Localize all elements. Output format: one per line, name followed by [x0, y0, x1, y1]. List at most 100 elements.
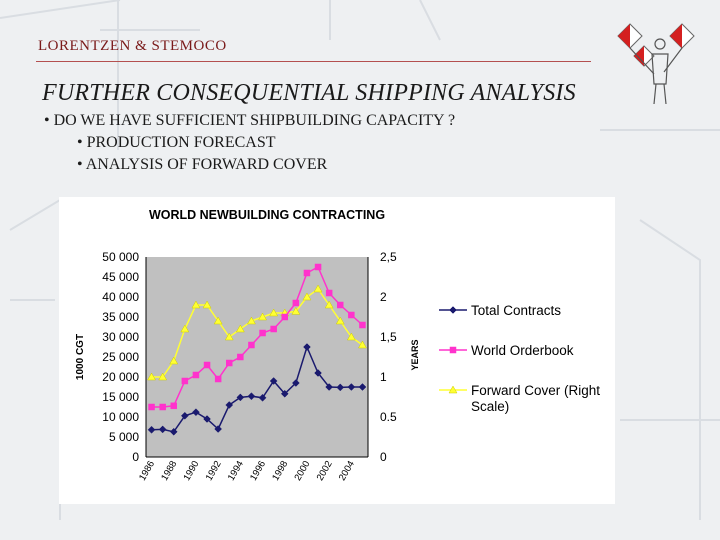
data-point	[248, 341, 255, 349]
data-point	[213, 316, 223, 325]
data-point	[159, 403, 166, 411]
newbuilding-chart: WORLD NEWBUILDING CONTRACTING 1000 CGT Y…	[59, 197, 615, 504]
data-point	[202, 300, 212, 309]
data-point	[180, 324, 190, 333]
data-point	[358, 383, 367, 391]
data-point	[347, 383, 356, 391]
plot-area	[146, 257, 368, 457]
y-tick-label: 25 000	[102, 350, 139, 364]
y-tick-label: 45 000	[102, 270, 139, 284]
bullet-item: • PRODUCTION FORECAST	[77, 134, 276, 151]
data-point	[214, 425, 223, 433]
data-point	[247, 392, 256, 401]
y-tick-label: 10 000	[102, 410, 139, 424]
data-point	[225, 401, 234, 409]
data-point	[237, 353, 244, 361]
y-tick-label: 40 000	[102, 290, 139, 304]
data-point	[180, 411, 189, 420]
y2-tick-label: 0	[380, 450, 387, 464]
data-point	[236, 393, 245, 402]
company-name: LORENTZEN & STEMOCO	[38, 38, 227, 54]
bullet-item: • DO WE HAVE SUFFICIENT SHIPBUILDING CAP…	[44, 112, 456, 129]
y-tick-label: 0	[132, 450, 139, 464]
data-point	[348, 311, 355, 319]
data-point	[324, 300, 334, 309]
data-point	[191, 300, 201, 309]
data-point	[258, 312, 267, 321]
data-point	[325, 289, 333, 297]
series-diamond	[147, 343, 367, 436]
signal-flag-logo-icon	[617, 23, 695, 105]
data-point	[358, 340, 367, 349]
data-point	[303, 269, 311, 277]
data-point	[449, 306, 457, 314]
legend-label: Total Contracts	[471, 303, 561, 318]
data-point	[291, 306, 301, 315]
data-point	[203, 415, 211, 423]
data-point	[302, 292, 312, 301]
data-point	[269, 377, 278, 385]
y-tick-label: 15 000	[102, 390, 139, 404]
series-line	[151, 287, 363, 378]
data-point	[169, 427, 178, 436]
data-point	[170, 402, 177, 410]
series-triangle	[147, 284, 367, 381]
y-tick-label: 20 000	[102, 370, 139, 384]
data-point	[292, 299, 300, 307]
y2-tick-label: 1	[380, 370, 387, 384]
data-point	[192, 408, 200, 417]
y-tick-label: 50 000	[102, 250, 139, 264]
data-point	[147, 425, 156, 434]
data-point	[235, 324, 245, 333]
data-point	[147, 372, 156, 381]
data-point	[280, 389, 289, 398]
data-point	[259, 329, 266, 337]
data-point	[314, 369, 322, 377]
data-point	[325, 383, 334, 391]
legend-label: World Orderbook	[471, 343, 574, 358]
data-point	[269, 308, 279, 317]
data-point	[335, 316, 345, 325]
data-point	[336, 383, 345, 392]
data-point	[158, 372, 168, 381]
data-point	[224, 332, 234, 341]
chart-title: WORLD NEWBUILDING CONTRACTING	[149, 208, 385, 222]
header-rule	[36, 61, 591, 62]
data-point	[313, 284, 323, 293]
y-axis-label: 1000 CGT	[75, 334, 86, 380]
legend-entry: World Orderbook	[439, 343, 574, 358]
y2-tick-label: 2	[380, 290, 387, 304]
bullet-list: • DO WE HAVE SUFFICIENT SHIPBUILDING CAP…	[44, 110, 455, 176]
series-square	[148, 263, 366, 411]
data-point	[148, 403, 155, 411]
legend-entry: Forward Cover (Right Scale)	[439, 383, 600, 414]
data-point	[214, 375, 222, 383]
y-tick-label: 30 000	[102, 330, 139, 344]
page-title: FURTHER CONSEQUENTIAL SHIPPING ANALYSIS	[42, 80, 576, 106]
chart-panel: WORLD NEWBUILDING CONTRACTING 1000 CGT Y…	[59, 197, 615, 504]
data-point	[270, 325, 277, 333]
y-tick-label: 5 000	[109, 430, 139, 444]
data-point	[247, 316, 256, 325]
data-point	[169, 356, 179, 365]
bullet-item: • ANALYSIS OF FORWARD COVER	[77, 156, 328, 173]
data-point	[303, 343, 311, 351]
data-point	[226, 359, 233, 367]
data-point	[449, 346, 457, 354]
y2-tick-label: 2,5	[380, 250, 397, 264]
y-tick-label: 35 000	[102, 310, 139, 324]
data-point	[359, 321, 366, 329]
y2-tick-label: 1,5	[380, 330, 397, 344]
data-point	[337, 301, 344, 309]
legend-label: Forward Cover (Right Scale)	[471, 383, 600, 414]
data-point	[258, 393, 267, 402]
data-point	[192, 371, 200, 379]
y2-axis-label: YEARS	[410, 339, 420, 370]
data-point	[158, 425, 167, 434]
data-point	[203, 361, 211, 369]
legend-entry: Total Contracts	[439, 303, 561, 318]
data-point	[181, 377, 189, 385]
data-point	[291, 379, 300, 387]
data-point	[346, 332, 356, 341]
data-point	[314, 263, 322, 271]
